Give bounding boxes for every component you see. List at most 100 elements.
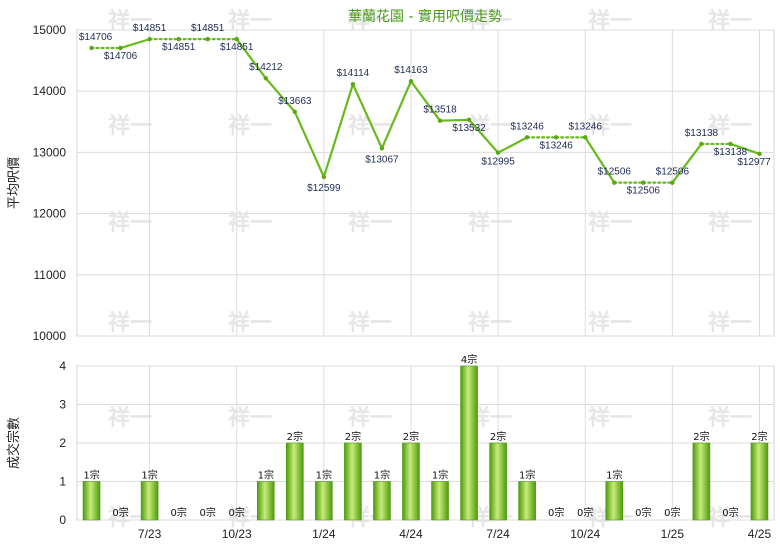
volume-tick-label: 4 — [59, 359, 66, 373]
price-point — [408, 79, 414, 84]
price-point — [379, 146, 385, 151]
price-data-label: $13138 — [714, 147, 748, 158]
price-point — [641, 180, 646, 185]
volume-bar-label: 0宗 — [577, 506, 593, 519]
x-tick-label: 10/24 — [570, 527, 600, 541]
volume-bar-label: 2宗 — [287, 430, 303, 443]
price-tick-label: 12000 — [33, 207, 67, 221]
volume-bar-label: 0宗 — [229, 506, 245, 519]
volume-bar — [256, 481, 275, 521]
watermark-text: 祥一 — [468, 310, 512, 336]
volume-bar-label: 0宗 — [112, 506, 128, 519]
price-line-segment — [119, 38, 151, 50]
volume-bar — [431, 481, 449, 521]
price-line-segment — [293, 110, 325, 179]
price-point — [118, 45, 123, 51]
price-data-label: $13663 — [278, 96, 312, 107]
price-line-segment — [497, 136, 529, 154]
watermark-text: 祥一 — [108, 210, 152, 236]
x-tick-label: 4/24 — [399, 527, 423, 541]
volume-bar-label: 2宗 — [403, 430, 419, 443]
price-tick-label: 13000 — [33, 145, 67, 159]
volume-bar-label: 1宗 — [316, 469, 332, 482]
price-data-label: $13246 — [540, 140, 574, 151]
price-point — [553, 135, 559, 140]
price-data-label: $12995 — [481, 157, 515, 168]
volume-bar — [140, 481, 159, 521]
price-point — [757, 151, 762, 157]
price-data-label: $14851 — [191, 23, 225, 34]
volume-axis-label: 成交宗數 — [6, 417, 22, 469]
volume-bar — [402, 442, 420, 521]
volume-bar — [315, 481, 333, 521]
volume-bar-label: 0宗 — [664, 506, 680, 519]
x-tick-label: 10/23 — [222, 527, 252, 541]
volume-bar-label: 1宗 — [141, 469, 157, 482]
volume-bar — [373, 481, 391, 521]
price-point — [321, 174, 327, 180]
watermark-text: 祥一 — [588, 310, 632, 336]
watermark-text: 祥一 — [708, 405, 752, 431]
price-point — [147, 36, 152, 42]
volume-bar-label: 0宗 — [200, 506, 216, 519]
price-data-label: $13067 — [365, 154, 399, 165]
price-point — [466, 117, 472, 123]
price-data-label: $12977 — [737, 157, 771, 168]
x-tick-label: 4/25 — [748, 527, 772, 541]
watermark-text: 祥一 — [108, 310, 152, 336]
price-line-segment — [409, 80, 442, 122]
volume-bar — [605, 481, 624, 521]
watermark-text: 祥一 — [228, 405, 272, 431]
volume-bar — [750, 442, 769, 521]
watermark-text: 祥一 — [348, 210, 392, 236]
price-data-label: $12506 — [656, 167, 690, 178]
volume-bar-label: 1宗 — [432, 469, 448, 482]
volume-tick-label: 3 — [59, 398, 66, 412]
price-line-segment — [351, 83, 384, 150]
price-line-segment — [729, 142, 761, 155]
price-line-segment — [235, 38, 267, 80]
price-line-segment — [467, 118, 500, 154]
price-tick-label: 15000 — [33, 23, 67, 37]
watermark-text: 祥一 — [228, 310, 272, 336]
volume-bar — [518, 481, 536, 521]
volume-bar — [460, 365, 478, 521]
data-labels: $14706 $14706 $14851 $14851 $14851 $14851 $142… — [79, 23, 771, 197]
price-line-segment — [584, 136, 616, 184]
volume-bar — [489, 442, 507, 521]
volume-tick-label: 0 — [59, 513, 66, 527]
volume-bar — [692, 442, 711, 521]
price-axis-label: 平均呎價 — [7, 157, 22, 209]
price-point — [263, 76, 268, 81]
price-data-label: $14114 — [337, 68, 370, 79]
volume-bars: 1宗 0宗 1宗 0宗 0宗 0宗 1宗 2宗 1宗 2宗 1宗 2宗 1宗 4宗 2宗 1宗 0宗 0宗 1宗 0宗… — [82, 353, 769, 521]
price-data-label: $14706 — [79, 32, 113, 43]
watermark-text: 祥一 — [228, 113, 272, 139]
volume-bar-label: 1宗 — [83, 469, 99, 482]
price-point — [495, 150, 501, 155]
price-data-label: $14163 — [394, 65, 428, 76]
watermark-text: 祥一 — [348, 405, 392, 431]
volume-bar-label: 1宗 — [519, 469, 535, 482]
volume-bar-label: 0宗 — [548, 506, 564, 519]
price-tick-label: 11000 — [34, 268, 67, 282]
watermark-text: 祥一 — [348, 113, 392, 139]
volume-bar-label: 2宗 — [751, 430, 767, 443]
volume-bar-label: 1宗 — [606, 469, 622, 482]
price-point — [292, 109, 298, 115]
volume-tick-label: 2 — [59, 436, 66, 450]
volume-bar-label: 1宗 — [258, 469, 274, 482]
price-data-label: $13532 — [452, 123, 486, 134]
volume-bar-label: 2宗 — [693, 430, 709, 443]
price-tick-label: 10000 — [33, 329, 67, 343]
price-data-label: $12506 — [598, 167, 632, 178]
price-tick-label: 14000 — [33, 84, 67, 98]
volume-bar-label: 1宗 — [374, 469, 390, 482]
price-point — [524, 135, 530, 140]
price-point — [350, 82, 356, 87]
price-data-label: $13138 — [685, 128, 719, 139]
price-data-label: $12599 — [307, 183, 341, 194]
price-data-label: $13518 — [423, 105, 457, 116]
